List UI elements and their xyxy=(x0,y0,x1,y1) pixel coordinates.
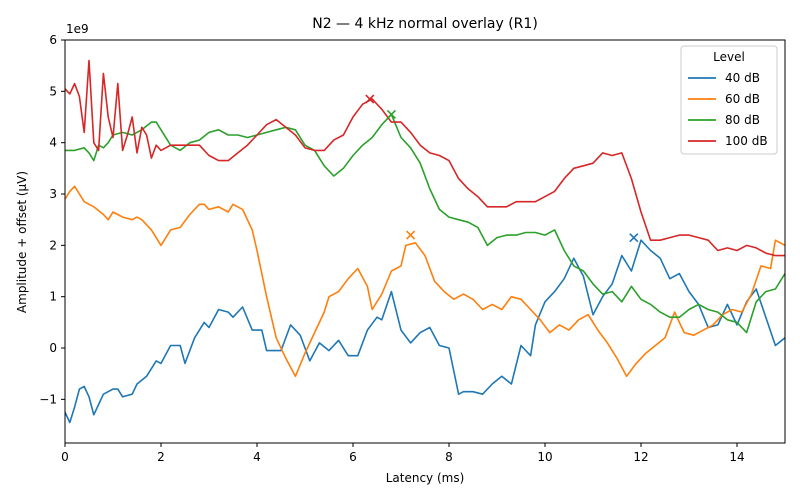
x-tick-label: 10 xyxy=(537,450,552,464)
y-tick-label: 3 xyxy=(49,187,57,201)
y-tick-label: 6 xyxy=(49,33,57,47)
y-tick-label: 5 xyxy=(49,84,57,98)
legend-entry: 40 dB xyxy=(688,71,760,85)
x-axis-label: Latency (ms) xyxy=(386,471,465,485)
series-line-40-db xyxy=(65,239,785,424)
peak-marker xyxy=(629,233,639,243)
peak-marker xyxy=(386,109,396,120)
series-line-80-db xyxy=(65,113,785,334)
legend-entry: 60 dB xyxy=(688,92,760,106)
series-layer xyxy=(65,59,785,424)
y-tick-label: 4 xyxy=(49,136,57,150)
legend: Level 40 dB 60 dB 80 dB 100 dB xyxy=(680,45,778,155)
series-line-100-db xyxy=(65,59,785,257)
x-tick-label: 2 xyxy=(157,450,165,464)
peak-marker xyxy=(406,230,416,240)
legend-label: 40 dB xyxy=(725,71,760,85)
y-axis-ticks: −1 0 1 2 3 4 5 6 xyxy=(39,33,65,406)
x-tick-label: 0 xyxy=(61,450,69,464)
y-tick-label: −1 xyxy=(39,392,57,406)
y-scale-label: 1e9 xyxy=(66,22,89,36)
x-tick-label: 4 xyxy=(253,450,261,464)
legend-entry: 100 dB xyxy=(688,134,768,148)
x-tick-label: 14 xyxy=(729,450,744,464)
y-tick-label: 0 xyxy=(49,341,57,355)
plot-frame xyxy=(64,39,786,444)
legend-label: 60 dB xyxy=(725,92,760,106)
legend-label: 100 dB xyxy=(725,134,768,148)
peak-marker xyxy=(365,94,375,104)
legend-title: Level xyxy=(713,50,745,64)
legend-entry: 80 dB xyxy=(688,113,760,127)
x-tick-label: 12 xyxy=(633,450,648,464)
legend-box xyxy=(680,45,778,155)
x-axis-ticks: 0 2 4 6 8 10 12 14 xyxy=(61,443,745,464)
x-tick-label: 6 xyxy=(349,450,357,464)
series-line-60-db xyxy=(65,185,785,378)
chart-title: N2 — 4 kHz normal overlay (R1) xyxy=(312,16,538,32)
x-tick-label: 8 xyxy=(445,450,453,464)
y-tick-label: 1 xyxy=(49,290,57,304)
marker-layer xyxy=(365,94,639,243)
y-tick-label: 2 xyxy=(49,238,57,252)
y-axis-label: Amplitude + offset (µV) xyxy=(15,171,29,313)
legend-label: 80 dB xyxy=(725,113,760,127)
